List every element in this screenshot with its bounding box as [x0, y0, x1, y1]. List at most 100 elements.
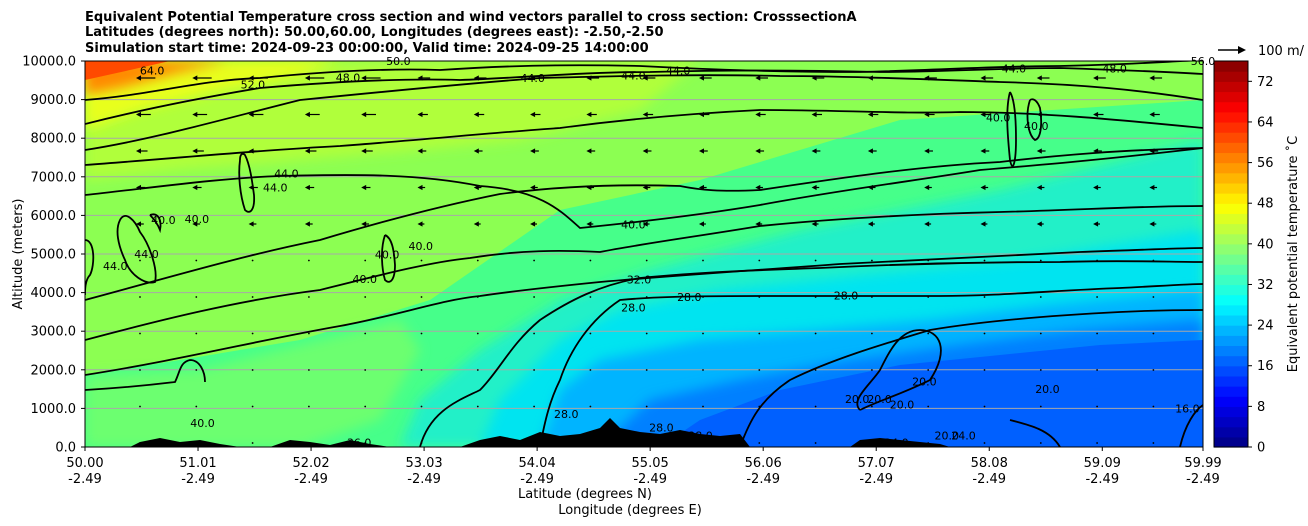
colorbar-band [1214, 264, 1248, 275]
contour-label: 44.0 [1002, 62, 1027, 75]
contour-label: 24.0 [951, 429, 976, 442]
x-tick-label-lon: -2.49 [746, 472, 780, 487]
contour-label: 40.0 [621, 219, 646, 232]
colorbar-band [1214, 71, 1248, 82]
colorbar-band [1214, 233, 1248, 245]
colorbar-tick-label: 64 [1257, 115, 1274, 130]
colorbar-band [1214, 203, 1248, 214]
colorbar-band [1214, 274, 1248, 286]
x-tick-label-lat: 57.07 [858, 456, 895, 471]
colorbar-band [1214, 61, 1248, 72]
theta-e-contour-lines [85, 61, 1203, 447]
chart-title-line-3: Simulation start time: 2024-09-23 00:00:… [85, 41, 649, 56]
contour-label: 40.0 [375, 248, 400, 261]
y-tick-label: 5000.0 [31, 248, 77, 263]
colorbar-band [1214, 314, 1248, 326]
colorbar-tick-label: 32 [1257, 278, 1274, 293]
y-tick-label: 4000.0 [31, 286, 77, 301]
contour-label: 32.0 [627, 273, 652, 286]
quiver-key: 100 m/ [1218, 44, 1305, 59]
contour-label: 52.0 [241, 79, 266, 92]
y-axis-label: Altitude (meters) [11, 199, 26, 310]
contour-label: 28.0 [688, 429, 713, 442]
colorbar-band [1214, 325, 1248, 336]
x-tick-label-lat: 53.03 [405, 456, 442, 471]
contour-label: 28.0 [834, 290, 859, 303]
contour-label: 48.0 [1102, 63, 1127, 76]
x-axis-label-lon: Longitude (degrees E) [558, 503, 702, 518]
y-axis: 0.0 1000.0 2000.0 3000.0 4000.0 5000.0 6000.0 7… [22, 55, 85, 456]
contour-label: 64.0 [140, 65, 165, 78]
x-tick-label-lon: -2.49 [972, 472, 1006, 487]
contour-label: 40.0 [185, 213, 210, 226]
y-tick-label: 7000.0 [31, 170, 77, 185]
colorbar-ticks: 0 8 16 24 32 40 48 56 64 72 [1248, 75, 1274, 456]
colorbar-band [1214, 426, 1248, 438]
colorbar-band [1214, 152, 1248, 164]
y-tick-label: 0.0 [55, 441, 76, 456]
colorbar-band [1214, 81, 1248, 93]
horizontal-gridlines [85, 99, 1203, 409]
colorbar-band [1214, 111, 1248, 123]
colorbar-band [1214, 365, 1248, 377]
contour-label: 20.0 [912, 375, 937, 388]
colorbar-band [1214, 254, 1248, 265]
colorbar-band [1214, 386, 1248, 397]
colorbar-band [1214, 193, 1248, 204]
contour-label: 40.0 [151, 214, 176, 227]
contour-label: 40.0 [986, 111, 1011, 124]
contour-label: 44.0 [274, 168, 299, 181]
y-tick-label: 8000.0 [31, 132, 77, 147]
contour-label: 28.0 [677, 291, 702, 304]
x-tick-label-lon: -2.49 [1186, 472, 1220, 487]
colorbar-band [1214, 91, 1248, 103]
x-tick-label-lat: 56.06 [745, 456, 782, 471]
colorbar-band [1214, 375, 1248, 387]
terrain-silhouette [130, 418, 950, 447]
contour-label: 40.0 [353, 273, 378, 286]
colorbar-tick-label: 16 [1257, 359, 1274, 374]
contour-label: 16.0 [1175, 402, 1200, 415]
contour-label: 44.0 [134, 248, 159, 261]
contour-label: 28.0 [554, 408, 579, 421]
colorbar-band [1214, 121, 1248, 133]
colorbar-bands [1214, 61, 1248, 448]
colorbar-tick-label: 8 [1257, 400, 1265, 415]
colorbar-band [1214, 172, 1248, 184]
colorbar-band [1214, 213, 1248, 225]
colorbar-band [1214, 406, 1248, 418]
x-tick-label-lat: 58.08 [971, 456, 1008, 471]
colorbar-band [1214, 416, 1248, 428]
contour-label: 36.0 [347, 436, 372, 449]
colorbar-band [1214, 182, 1248, 194]
x-tick-label-lon: -2.49 [520, 472, 554, 487]
colorbar-band [1214, 335, 1248, 347]
y-tick-label: 1000.0 [31, 402, 77, 417]
contour-label: 40.0 [190, 417, 215, 430]
colorbar-band [1214, 436, 1248, 448]
contour-label: 44.0 [666, 64, 691, 77]
contour-label: 20.0 [845, 393, 870, 406]
x-tick-label-lat: 54.04 [519, 456, 556, 471]
contour-label: 44.0 [263, 182, 288, 195]
contour-label: 28.0 [621, 301, 646, 314]
x-tick-label-lat: 51.01 [179, 456, 216, 471]
y-tick-label: 3000.0 [31, 325, 77, 340]
contour-labels: 64.052.048.050.044.0 44.0 44.0 44.0 48.056.0… [103, 55, 1215, 449]
colorbar-band [1214, 223, 1248, 235]
colorbar-band [1214, 243, 1248, 255]
colorbar-label: Equivalent potential temperature ˚C [1285, 136, 1301, 372]
y-tick-label: 9000.0 [31, 93, 77, 108]
x-tick-label-lon: -2.49 [859, 472, 893, 487]
contour-label: 48.0 [336, 72, 361, 85]
x-tick-label-lat: 50.00 [66, 456, 103, 471]
x-tick-label-lon: -2.49 [407, 472, 441, 487]
colorbar-band [1214, 304, 1248, 316]
contour-label: 40.0 [408, 240, 433, 253]
contour-label: 28.0 [649, 422, 674, 435]
colorbar-frame [1213, 60, 1249, 448]
x-tick-label-lon: -2.49 [294, 472, 328, 487]
contour-label: 44.0 [520, 72, 545, 85]
x-tick-label-lon: -2.49 [181, 472, 215, 487]
colorbar-band [1214, 396, 1248, 407]
